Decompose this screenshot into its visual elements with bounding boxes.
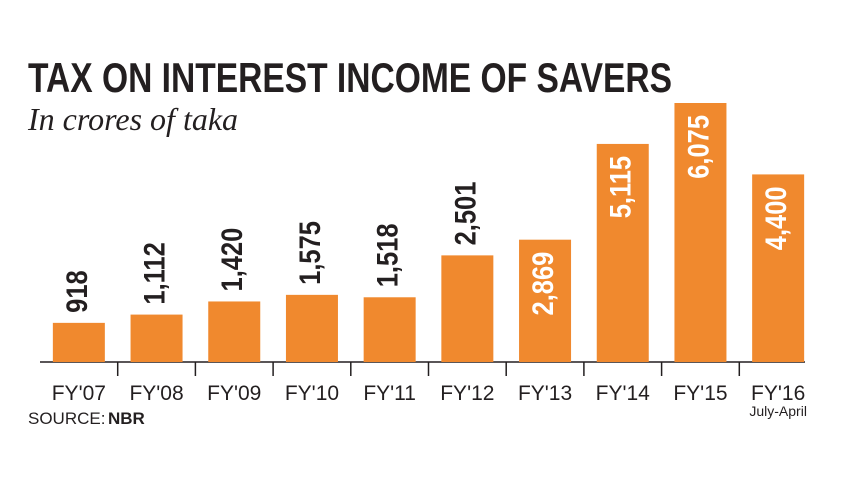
bar <box>208 301 261 362</box>
value-label: 918 <box>60 270 93 313</box>
bar <box>674 103 727 362</box>
value-label: 2,501 <box>448 182 481 246</box>
value-label: 2,869 <box>526 252 559 316</box>
chart-title: TAX ON INTEREST INCOME OF SAVERS <box>28 54 672 101</box>
x-tick-label: FY'13 <box>518 382 572 405</box>
bar <box>52 322 105 362</box>
x-tick-label: FY'16 <box>751 382 805 405</box>
bar <box>596 143 649 362</box>
value-label: 1,575 <box>293 221 326 285</box>
bar <box>441 255 494 362</box>
value-label: 1,420 <box>215 228 248 292</box>
x-tick-label: FY'07 <box>52 382 106 405</box>
x-tick-label: FY'09 <box>207 382 261 405</box>
x-tick-label: FY'10 <box>285 382 339 405</box>
chart-subtitle: In crores of taka <box>27 101 238 137</box>
value-label: 1,112 <box>138 242 171 304</box>
source: NBR <box>108 409 145 428</box>
value-label: 1,518 <box>371 223 404 287</box>
bar <box>752 174 805 362</box>
x-tick-label: FY'12 <box>440 382 494 405</box>
bar <box>130 314 183 362</box>
bar <box>285 294 338 362</box>
bar <box>363 297 416 362</box>
source-label: SOURCE: <box>28 409 105 428</box>
value-label: 5,115 <box>604 156 637 218</box>
x-tick-label: FY'08 <box>129 382 183 405</box>
value-label: 4,400 <box>759 186 792 250</box>
x-tick-label: FY'14 <box>596 382 651 405</box>
x-tick-label: FY'15 <box>673 382 727 405</box>
bar <box>519 239 572 362</box>
x-tick-label: FY'11 <box>363 382 416 405</box>
value-label: 6,075 <box>681 115 714 179</box>
category-note: July-April <box>749 403 807 419</box>
